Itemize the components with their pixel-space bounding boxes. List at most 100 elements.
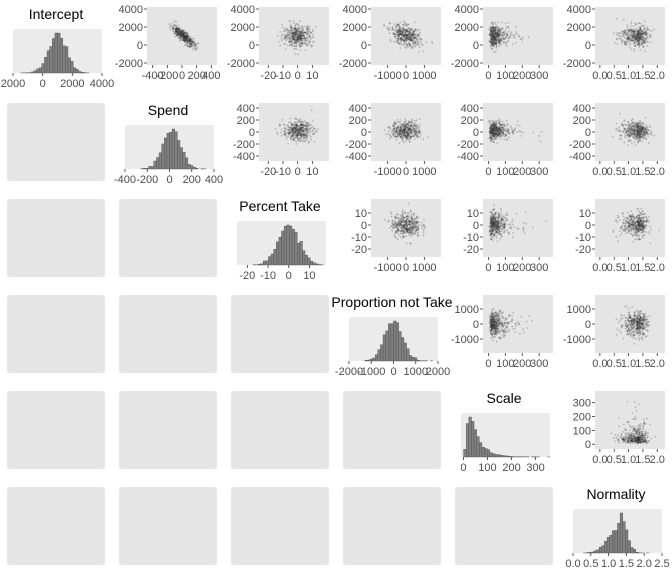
scatter-point: [400, 38, 403, 41]
scatter-point: [647, 129, 649, 132]
scatter-point: [502, 41, 505, 43]
scatter-point: [497, 220, 500, 223]
scatter-point: [628, 33, 630, 36]
histogram-bar: [80, 72, 84, 74]
scatter-point: [296, 29, 299, 31]
scatter-point: [505, 119, 508, 122]
scatter-point: [635, 27, 638, 30]
scatter-point: [309, 30, 311, 33]
scatter-point: [308, 134, 311, 137]
scatter-point: [615, 34, 618, 36]
scatter-point: [171, 26, 174, 29]
scatter-point: [182, 34, 185, 37]
scatter-point: [190, 43, 193, 46]
scatter-point: [280, 38, 283, 40]
x-tick-label: 0: [390, 366, 396, 378]
scatter-point: [404, 46, 406, 48]
scatter-point: [406, 36, 409, 39]
scatter-point: [303, 35, 306, 37]
scatter-point: [417, 33, 420, 36]
scatter-point: [186, 35, 188, 37]
scatter-point: [168, 26, 171, 29]
scatter-point: [186, 39, 189, 42]
histogram-bar: [164, 137, 168, 170]
scatter-point: [394, 120, 397, 123]
scatter-point: [402, 36, 405, 38]
scatter-point: [405, 28, 408, 31]
scatter-point: [185, 37, 187, 40]
scatter-point: [192, 40, 194, 43]
scatter-point: [302, 31, 305, 34]
scatter-point: [192, 41, 195, 44]
scatter-point: [416, 34, 418, 37]
scatter-point: [285, 35, 288, 37]
scatter-point: [396, 29, 399, 32]
scatter-point: [402, 30, 404, 32]
histogram-bar: [171, 128, 175, 170]
scatter-point: [634, 44, 637, 47]
scatter-point: [492, 23, 495, 26]
scatter-point: [179, 29, 181, 32]
scatter-point: [409, 141, 411, 143]
scatter-point: [304, 39, 307, 41]
scatter-point: [414, 42, 417, 45]
scatter-point: [297, 27, 300, 30]
y-tick-label: 0: [249, 40, 255, 52]
scatter-point: [306, 43, 309, 46]
y-tick-label: 4000: [119, 4, 143, 16]
scatter-point: [182, 34, 185, 37]
scatter-point: [414, 36, 417, 39]
scatter-point: [294, 27, 297, 30]
histogram-bar: [179, 147, 183, 170]
scatter-point: [622, 35, 625, 38]
histogram-bar: [507, 456, 511, 458]
scatter-point: [307, 27, 310, 30]
scatter-point: [403, 39, 406, 42]
scatter-point: [288, 121, 290, 124]
scatter-point: [404, 33, 406, 36]
scatter-point: [397, 23, 399, 26]
scatter-point: [491, 32, 494, 35]
x-tick-label: 1.5: [619, 558, 634, 570]
scatter-point: [297, 37, 299, 40]
scatter-point: [181, 33, 184, 36]
scatter-point: [398, 134, 401, 136]
scatter-point: [407, 33, 410, 35]
scatter-point: [302, 121, 305, 124]
scatter-point: [404, 43, 407, 45]
scatter-point: [288, 31, 291, 34]
x-tick-label: 0: [485, 70, 491, 82]
scatter-point: [183, 35, 186, 37]
scatter-point: [175, 30, 178, 33]
scatter-point: [402, 24, 405, 26]
x-tick-label: -20: [260, 70, 276, 82]
scatter-point: [412, 35, 414, 38]
scatter-point: [492, 141, 495, 144]
x-tick-label: 400: [205, 174, 223, 186]
scatter-point: [489, 137, 492, 140]
scatter-point: [175, 29, 177, 32]
scatter-point: [285, 39, 288, 42]
scatter-point: [302, 138, 305, 140]
scatter-point: [402, 134, 405, 137]
histogram-bar: [466, 423, 470, 458]
scatter-point: [399, 33, 402, 36]
scatter-point: [169, 24, 172, 27]
scatter-point: [180, 34, 183, 37]
scatter-point: [312, 41, 314, 44]
scatter-point: [416, 39, 419, 42]
scatter-point: [397, 35, 399, 38]
scatter-point: [404, 41, 406, 44]
scatter-point: [396, 23, 399, 26]
scatter-point: [297, 34, 300, 37]
scatter-point: [401, 39, 403, 41]
scatter-point: [496, 240, 499, 243]
scatter-point: [281, 26, 284, 29]
scatter-point: [284, 35, 286, 37]
scatter-point: [303, 120, 306, 122]
scatter-point: [508, 233, 511, 235]
scatter-point: [416, 35, 419, 38]
empty-panel-normality-spend: [119, 487, 217, 565]
histogram-bar: [385, 330, 389, 362]
